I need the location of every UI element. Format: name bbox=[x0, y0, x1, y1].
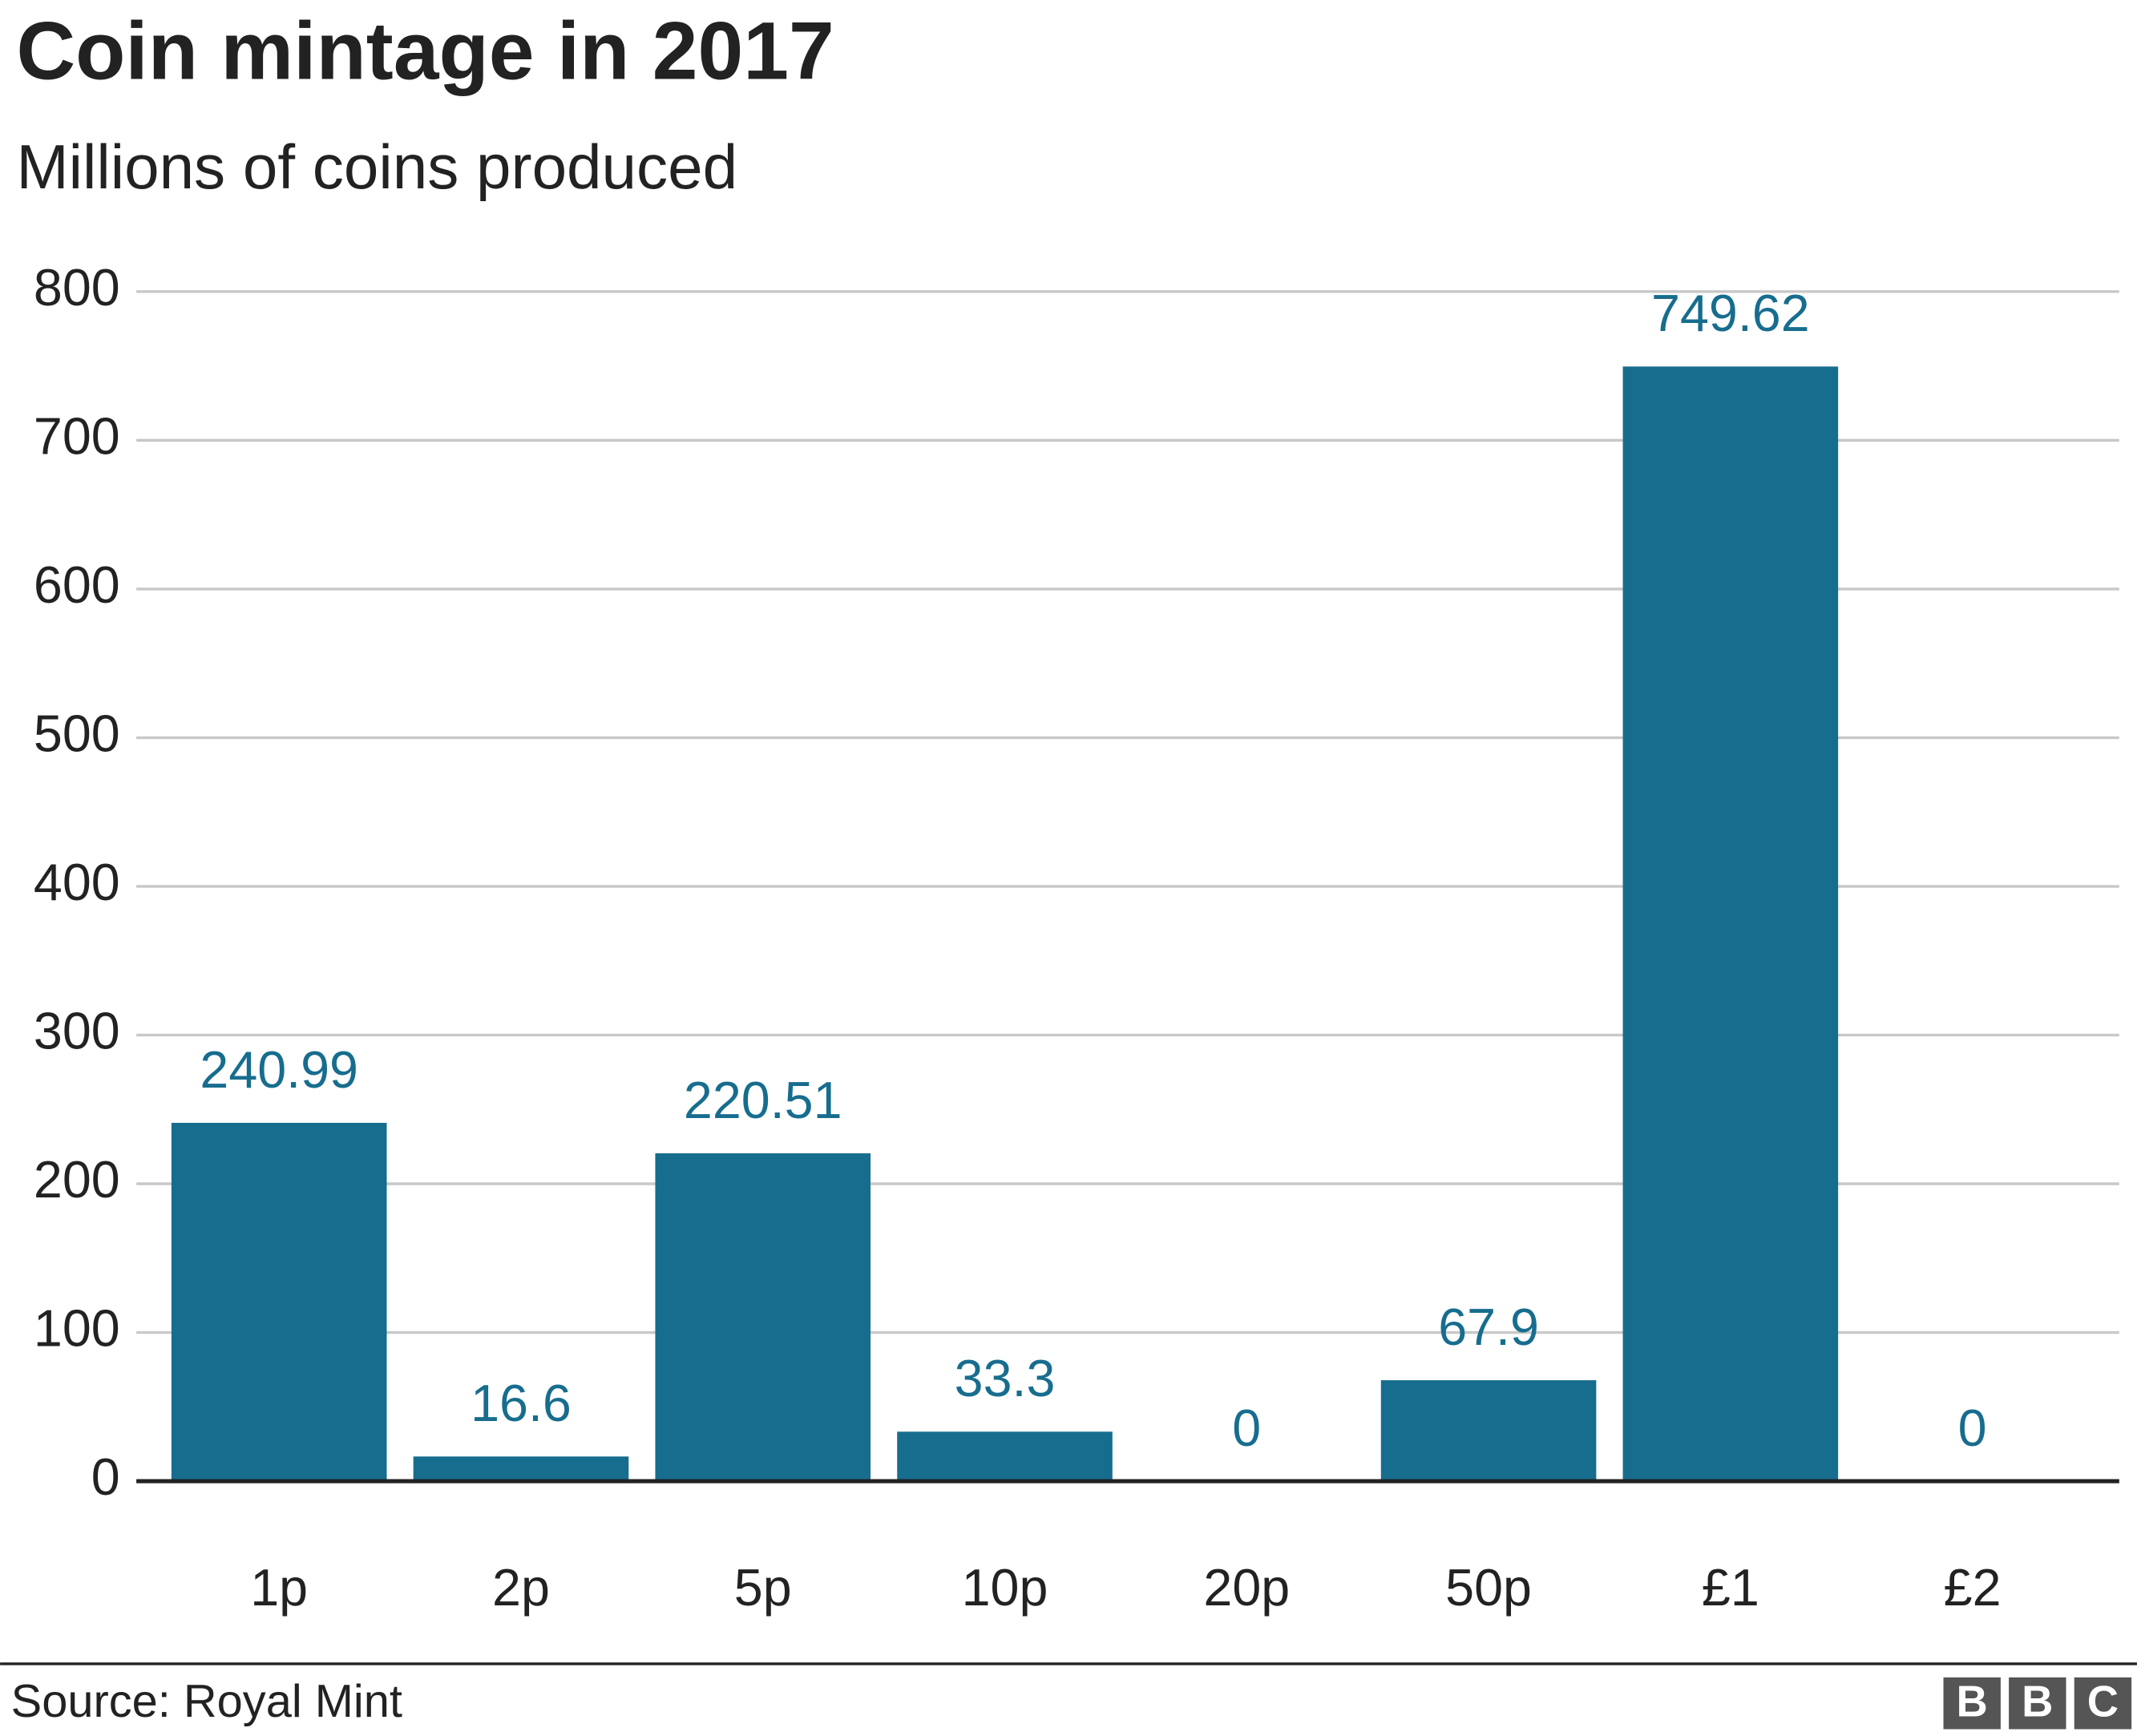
logo-box bbox=[1943, 1677, 2001, 1730]
x-tick-label: 1p bbox=[250, 1559, 308, 1617]
logo-letter: C bbox=[2087, 1677, 2119, 1726]
data-label: 749.62 bbox=[1651, 285, 1810, 342]
y-tick-label: 0 bbox=[91, 1448, 120, 1506]
logo-letter: B bbox=[1957, 1677, 1988, 1726]
logo-box bbox=[2009, 1677, 2066, 1730]
chart-subtitle: Millions of coins produced bbox=[16, 131, 737, 202]
bar bbox=[171, 1122, 387, 1482]
data-label: 16.6 bbox=[471, 1375, 572, 1432]
data-label: 240.99 bbox=[200, 1041, 358, 1099]
bar bbox=[1380, 1380, 1597, 1482]
data-label: 0 bbox=[1232, 1399, 1261, 1457]
bar bbox=[897, 1431, 1113, 1482]
y-tick-label: 600 bbox=[34, 556, 120, 614]
data-label: 220.51 bbox=[684, 1072, 842, 1129]
bar bbox=[1622, 366, 1839, 1482]
logo-letter: B bbox=[2022, 1677, 2053, 1726]
data-label: 0 bbox=[1958, 1399, 1987, 1457]
data-label: 33.3 bbox=[955, 1350, 1056, 1407]
x-tick-label: 10p bbox=[962, 1559, 1048, 1617]
x-tick-label: 20p bbox=[1203, 1559, 1290, 1617]
y-tick-label: 100 bbox=[34, 1300, 120, 1358]
bar bbox=[655, 1153, 871, 1482]
y-tick-label: 400 bbox=[34, 854, 120, 911]
x-tick-label: £1 bbox=[1702, 1559, 1759, 1617]
y-tick-label: 800 bbox=[34, 259, 120, 317]
x-tick-label: £2 bbox=[1944, 1559, 2002, 1617]
data-label: 67.9 bbox=[1438, 1298, 1539, 1356]
source: Source: Royal Mint bbox=[11, 1676, 402, 1727]
y-tick-label: 300 bbox=[34, 1003, 120, 1060]
logo-box bbox=[2074, 1677, 2132, 1730]
x-tick-label: 5p bbox=[734, 1559, 792, 1617]
chart-title: Coin mintage in 2017 bbox=[16, 5, 834, 96]
x-tick-label: 2p bbox=[492, 1559, 550, 1617]
y-tick-label: 500 bbox=[34, 704, 120, 762]
y-tick-label: 200 bbox=[34, 1151, 120, 1209]
y-tick-label: 700 bbox=[34, 407, 120, 465]
x-tick-label: 50p bbox=[1445, 1559, 1532, 1617]
bar bbox=[413, 1456, 629, 1482]
